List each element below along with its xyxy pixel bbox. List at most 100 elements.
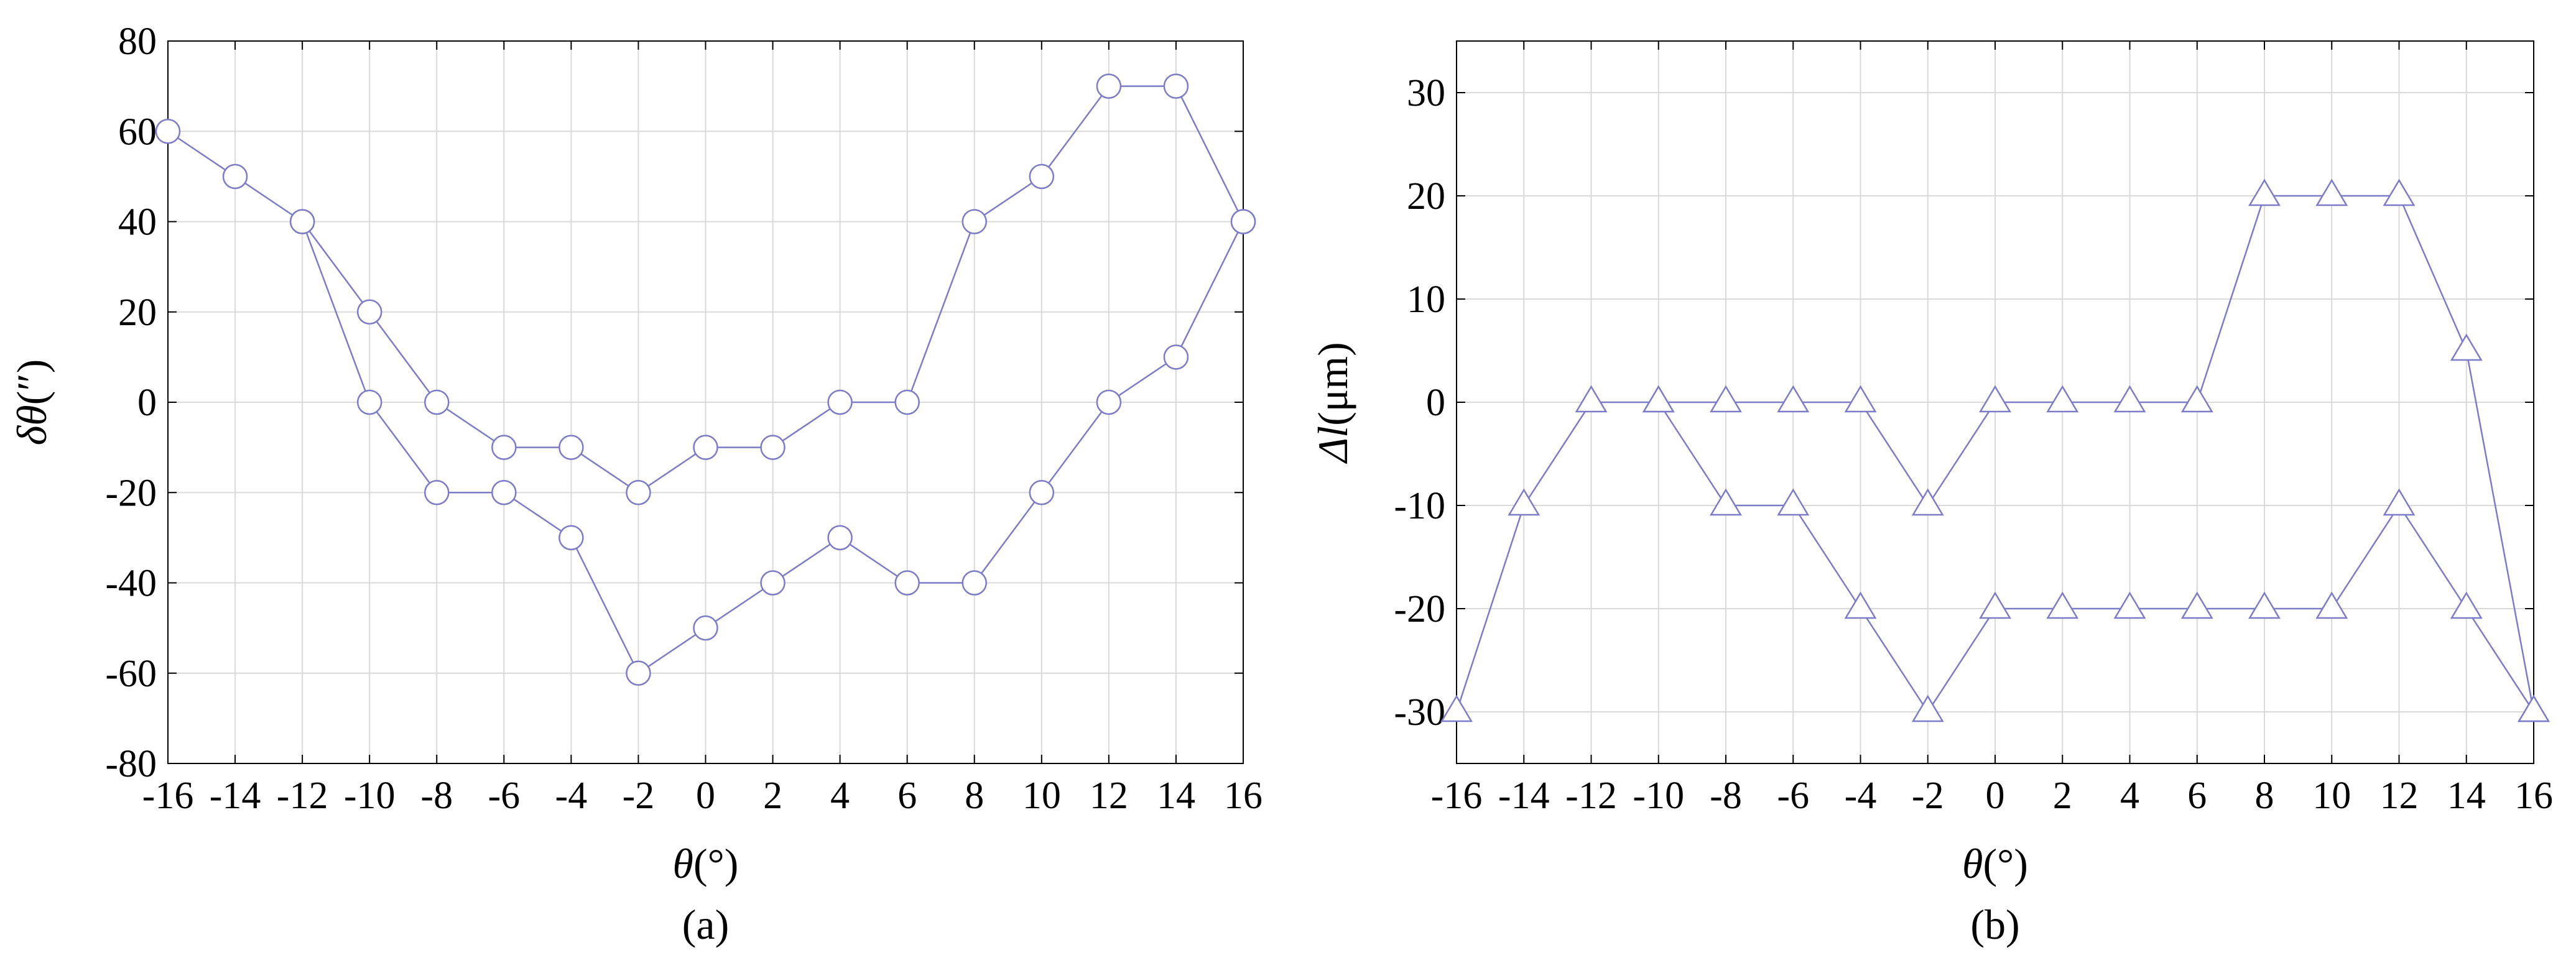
- data-point-circle: [424, 480, 450, 505]
- data-point-triangle: [1642, 385, 1675, 413]
- y-tick-label: -10: [1394, 485, 1445, 527]
- data-point-circle: [827, 389, 853, 415]
- panel-caption: (a): [682, 901, 729, 948]
- data-point-circle: [961, 570, 987, 596]
- data-point-circle: [356, 389, 382, 415]
- data-point-triangle: [1777, 385, 1810, 413]
- y-tick-label: 80: [118, 21, 157, 63]
- data-point-triangle: [1710, 488, 1742, 516]
- x-tick-label: 4: [2120, 775, 2139, 817]
- data-point-circle: [626, 480, 651, 505]
- x-tick-label: 0: [1986, 775, 2005, 817]
- x-tick-label: 2: [763, 775, 782, 817]
- data-point-triangle: [2383, 178, 2416, 206]
- data-point-circle: [424, 389, 450, 415]
- x-tick-label: 16: [1224, 775, 1263, 817]
- data-point-triangle: [1911, 488, 1944, 516]
- y-tick-label: -30: [1394, 691, 1445, 734]
- y-tick-label: 20: [1407, 175, 1445, 218]
- x-tick-label: 14: [1157, 775, 1195, 817]
- y-tick-label: -40: [105, 563, 157, 605]
- data-point-triangle: [2383, 488, 2416, 516]
- data-point-circle: [491, 480, 517, 505]
- data-point-circle: [693, 435, 718, 460]
- y-tick-label: 0: [137, 382, 157, 424]
- x-tick-label: 2: [2053, 775, 2072, 817]
- x-tick-label: -12: [277, 775, 328, 817]
- data-point-circle: [894, 389, 920, 415]
- y-tick-label: -20: [105, 472, 157, 514]
- y-tick-label: 30: [1407, 72, 1445, 114]
- y-tick-label: -80: [105, 743, 157, 785]
- data-point-circle: [289, 209, 315, 234]
- x-tick-label: 0: [696, 775, 715, 817]
- y-axis-title-var: Δl: [1309, 426, 1356, 464]
- x-tick-label: 4: [830, 775, 850, 817]
- x-tick-label: 8: [2255, 775, 2274, 817]
- x-tick-label: -2: [623, 775, 655, 817]
- data-point-triangle: [1508, 488, 1541, 516]
- data-point-triangle: [1710, 385, 1742, 413]
- data-point-triangle: [2450, 333, 2483, 361]
- y-axis-title: Δl(μm): [1309, 342, 1356, 464]
- x-tick-label: -6: [488, 775, 520, 817]
- data-point-triangle: [2450, 591, 2483, 619]
- y-tick-label: -60: [105, 653, 157, 695]
- data-point-circle: [558, 525, 584, 551]
- x-axis-title-unit: (°): [1983, 840, 2027, 887]
- data-point-circle: [693, 615, 718, 641]
- x-axis-title-var: θ: [673, 840, 693, 887]
- data-point-circle: [1230, 209, 1256, 234]
- series-line-2: [1657, 402, 2535, 714]
- y-tick-label: 0: [1426, 382, 1445, 424]
- x-tick-label: -16: [142, 775, 194, 817]
- x-tick-label: -16: [1431, 775, 1483, 817]
- x-axis-title-unit: (°): [693, 840, 738, 887]
- panel-caption: (b): [1970, 901, 2019, 948]
- chart-panel-b: -16 -14 -12 -10 -8 -6 -4 -2 0 2 4 6 8 10 12 14 16-30-20-…: [1309, 40, 2553, 948]
- x-tick-label: 16: [2514, 775, 2553, 817]
- x-axis-title: θ(°): [673, 840, 739, 887]
- data-point-circle: [760, 435, 785, 460]
- data-point-triangle: [1844, 385, 1877, 413]
- x-tick-label: -4: [555, 775, 588, 817]
- data-point-triangle: [2046, 385, 2079, 413]
- data-point-triangle: [1575, 385, 1608, 413]
- x-tick-label: 6: [2187, 775, 2207, 817]
- y-axis-title-unit: (μm): [1309, 342, 1356, 426]
- data-point-triangle: [1979, 591, 2011, 619]
- x-tick-label: 10: [1022, 775, 1061, 817]
- data-point-triangle: [2113, 591, 2146, 619]
- data-point-triangle: [1911, 694, 1944, 722]
- data-point-triangle: [2315, 591, 2348, 619]
- data-point-circle: [222, 164, 248, 190]
- chart-panel-a: -16 -14 -12 -10 -8 -6 -4 -2 0 2 4 6 8 10 12 14 16-80-60-…: [8, 21, 1263, 948]
- x-tick-label: -8: [1710, 775, 1742, 817]
- data-point-circle: [626, 660, 651, 686]
- data-point-circle: [1163, 344, 1189, 370]
- x-tick-label: 12: [2380, 775, 2419, 817]
- y-tick-label: 20: [118, 292, 157, 334]
- y-axis-title: δθ(″): [8, 359, 55, 446]
- x-tick-label: -8: [420, 775, 453, 817]
- data-point-triangle: [2518, 694, 2550, 722]
- data-point-triangle: [2315, 178, 2348, 206]
- data-point-triangle: [2248, 591, 2281, 619]
- y-axis-title-unit: (″): [8, 359, 55, 405]
- data-point-circle: [1029, 480, 1055, 505]
- data-point-circle: [155, 119, 181, 144]
- y-tick-label: 60: [118, 111, 157, 153]
- data-point-circle: [491, 435, 517, 460]
- x-tick-label: -14: [1498, 775, 1550, 817]
- y-tick-label: 10: [1407, 279, 1445, 321]
- y-tick-label: -20: [1394, 588, 1445, 630]
- x-axis-title: θ(°): [1962, 840, 2028, 887]
- data-point-triangle: [2113, 385, 2146, 413]
- x-tick-label: -10: [344, 775, 396, 817]
- y-tick-label: 40: [118, 201, 157, 244]
- data-point-triangle: [2180, 591, 2213, 619]
- data-point-circle: [894, 570, 920, 596]
- x-tick-label: 14: [2447, 775, 2486, 817]
- x-tick-label: 10: [2312, 775, 2351, 817]
